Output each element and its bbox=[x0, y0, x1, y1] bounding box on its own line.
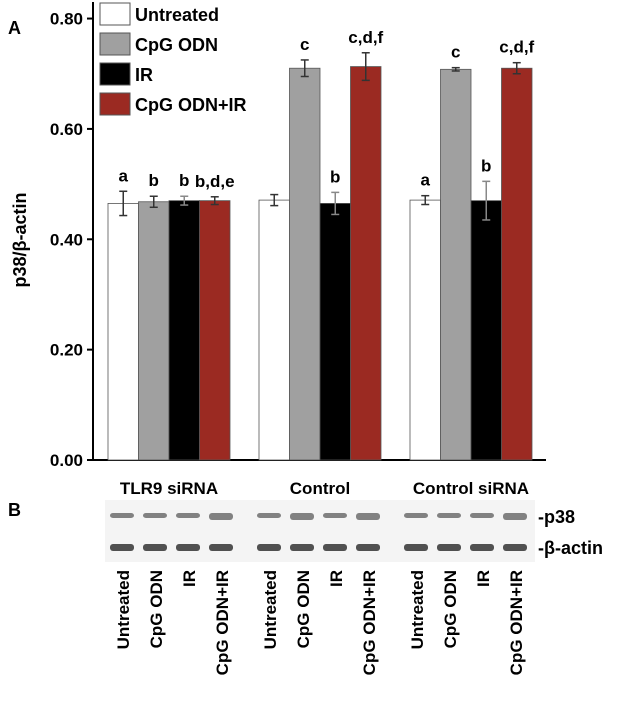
legend-label: CpG ODN+IR bbox=[135, 95, 247, 115]
lane-label: IR bbox=[327, 570, 346, 587]
bar bbox=[319, 203, 351, 461]
blot-band bbox=[404, 544, 428, 551]
y-tick-label: 0.20 bbox=[50, 341, 83, 360]
significance-label: c bbox=[451, 43, 460, 62]
lane-label: Untreated bbox=[261, 570, 280, 649]
blot-band bbox=[143, 544, 167, 551]
band-label: -β-actin bbox=[538, 538, 603, 558]
lane-label: CpG ODN bbox=[147, 570, 166, 648]
band-label: -p38 bbox=[538, 507, 575, 527]
legend-swatch bbox=[99, 92, 131, 116]
bar bbox=[409, 199, 441, 461]
lane-label: IR bbox=[180, 570, 199, 587]
bar bbox=[138, 201, 170, 461]
lane-label: Untreated bbox=[114, 570, 133, 649]
blot-band bbox=[437, 544, 461, 551]
blot-band bbox=[503, 513, 527, 520]
significance-label: b bbox=[481, 156, 491, 175]
bar bbox=[107, 203, 139, 461]
bar bbox=[350, 66, 382, 461]
blot-band bbox=[503, 544, 527, 551]
x-tick-label: Control bbox=[290, 479, 350, 498]
blot-band bbox=[356, 513, 380, 520]
bar bbox=[470, 200, 502, 461]
legend-swatch bbox=[99, 32, 131, 56]
lane-label: CpG ODN+IR bbox=[360, 570, 379, 675]
blot-band bbox=[209, 513, 233, 520]
significance-label: a bbox=[421, 171, 431, 190]
lane-label: CpG ODN+IR bbox=[213, 570, 232, 675]
blot-band bbox=[257, 544, 281, 551]
bar bbox=[258, 199, 290, 461]
lane-label: CpG ODN+IR bbox=[507, 570, 526, 675]
bar bbox=[168, 200, 200, 461]
blot-band bbox=[323, 513, 347, 518]
y-tick-label: 0.60 bbox=[50, 120, 83, 139]
blot-band bbox=[290, 513, 314, 520]
y-tick-label: 0.80 bbox=[50, 10, 83, 29]
legend-swatch bbox=[99, 2, 131, 26]
lane-label: Untreated bbox=[408, 570, 427, 649]
lane-label: CpG ODN bbox=[441, 570, 460, 648]
panel-label: A bbox=[8, 18, 21, 38]
legend-swatch bbox=[99, 62, 131, 86]
significance-label: b bbox=[330, 167, 340, 186]
blot-band bbox=[143, 513, 167, 518]
legend-label: IR bbox=[135, 65, 153, 85]
blot-band bbox=[437, 513, 461, 518]
bar bbox=[440, 68, 472, 461]
blot-band bbox=[290, 544, 314, 551]
lane-label: IR bbox=[474, 570, 493, 587]
x-tick-label: Control siRNA bbox=[413, 479, 529, 498]
legend-label: Untreated bbox=[135, 5, 219, 25]
blot-band bbox=[404, 513, 428, 518]
significance-label: b bbox=[179, 171, 189, 190]
blot-band bbox=[176, 513, 200, 518]
significance-label: c,d,f bbox=[499, 38, 534, 57]
significance-label: b,d,e bbox=[195, 172, 235, 191]
lane-label: CpG ODN bbox=[294, 570, 313, 648]
blot-band bbox=[176, 544, 200, 551]
bar bbox=[289, 67, 321, 461]
significance-label: a bbox=[119, 166, 129, 185]
blot-band bbox=[110, 513, 134, 518]
x-tick-label: TLR9 siRNA bbox=[120, 479, 218, 498]
blot-band bbox=[257, 513, 281, 518]
y-axis-label: p38/β-actin bbox=[10, 192, 30, 287]
blot-background bbox=[105, 500, 535, 562]
blot-band bbox=[470, 544, 494, 551]
blot-band bbox=[110, 544, 134, 551]
blot-band bbox=[209, 544, 233, 551]
y-tick-label: 0.00 bbox=[50, 451, 83, 470]
significance-label: c,d,f bbox=[348, 28, 383, 47]
panel-label: B bbox=[8, 500, 21, 520]
significance-label: b bbox=[149, 171, 159, 190]
blot-band bbox=[470, 513, 494, 518]
blot-band bbox=[323, 544, 347, 551]
y-tick-label: 0.40 bbox=[50, 230, 83, 249]
significance-label: c bbox=[300, 35, 309, 54]
bar bbox=[199, 200, 231, 461]
blot-band bbox=[356, 544, 380, 551]
legend-label: CpG ODN bbox=[135, 35, 218, 55]
bar bbox=[501, 67, 533, 461]
